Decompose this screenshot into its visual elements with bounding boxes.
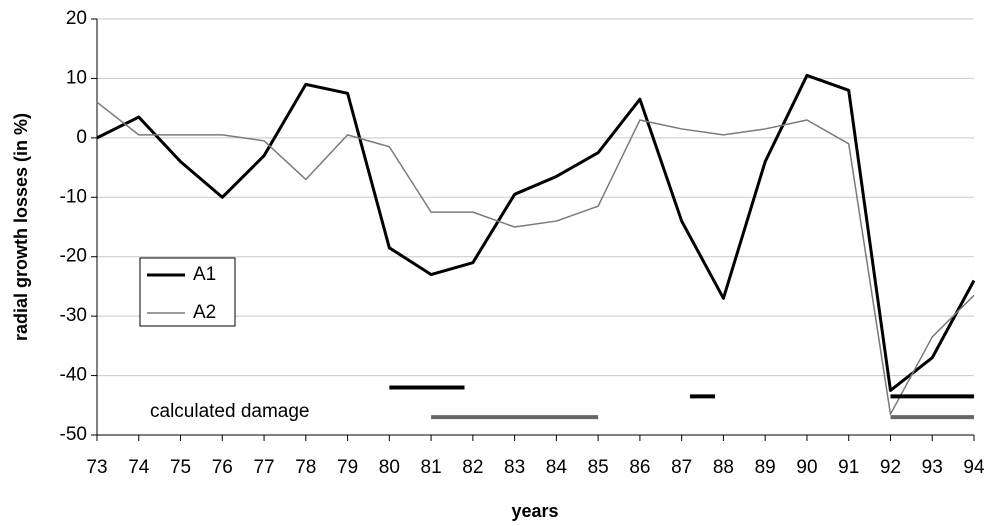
x-tick-label: 88: [713, 457, 734, 478]
x-tick-label: 86: [629, 457, 650, 478]
x-tick-label: 76: [212, 457, 233, 478]
x-tick-label: 91: [838, 457, 859, 478]
x-axis-title: years: [511, 501, 558, 521]
x-tick-label: 84: [546, 457, 568, 478]
y-axis-title: radial growth losses (in %): [11, 113, 31, 341]
legend-label: A1: [193, 264, 216, 285]
x-tick-label: 93: [922, 457, 943, 478]
y-tick-label: -40: [60, 365, 87, 386]
x-tick-label: 90: [796, 457, 817, 478]
y-tick-label: 0: [76, 127, 87, 148]
y-tick-label: -50: [60, 424, 87, 445]
x-tick-label: 85: [588, 457, 609, 478]
x-tick-label: 74: [128, 457, 150, 478]
x-tick-label: 92: [880, 457, 901, 478]
x-tick-label: 77: [253, 457, 274, 478]
x-tick-label: 75: [170, 457, 191, 478]
y-tick-label: -30: [60, 305, 87, 326]
x-tick-label: 82: [462, 457, 483, 478]
line-series: [96, 73, 976, 392]
line-series: [96, 101, 975, 415]
x-tick-label: 80: [379, 457, 400, 478]
x-tick-label: 94: [963, 457, 985, 478]
y-tick-label: 10: [66, 67, 87, 88]
legend-label: A2: [193, 302, 216, 323]
x-tick-label: 83: [504, 457, 525, 478]
y-tick-label: -20: [60, 246, 87, 267]
x-tick-label: 73: [86, 457, 107, 478]
legend-box: [139, 257, 236, 327]
x-tick-label: 79: [337, 457, 358, 478]
annotation: calculated damage: [150, 401, 310, 422]
x-tick-label: 78: [295, 457, 316, 478]
x-tick-label: 89: [755, 457, 776, 478]
y-tick-label: 20: [66, 8, 87, 29]
y-tick-label: -10: [60, 186, 87, 207]
x-tick-label: 81: [421, 457, 442, 478]
x-tick-label: 87: [671, 457, 692, 478]
